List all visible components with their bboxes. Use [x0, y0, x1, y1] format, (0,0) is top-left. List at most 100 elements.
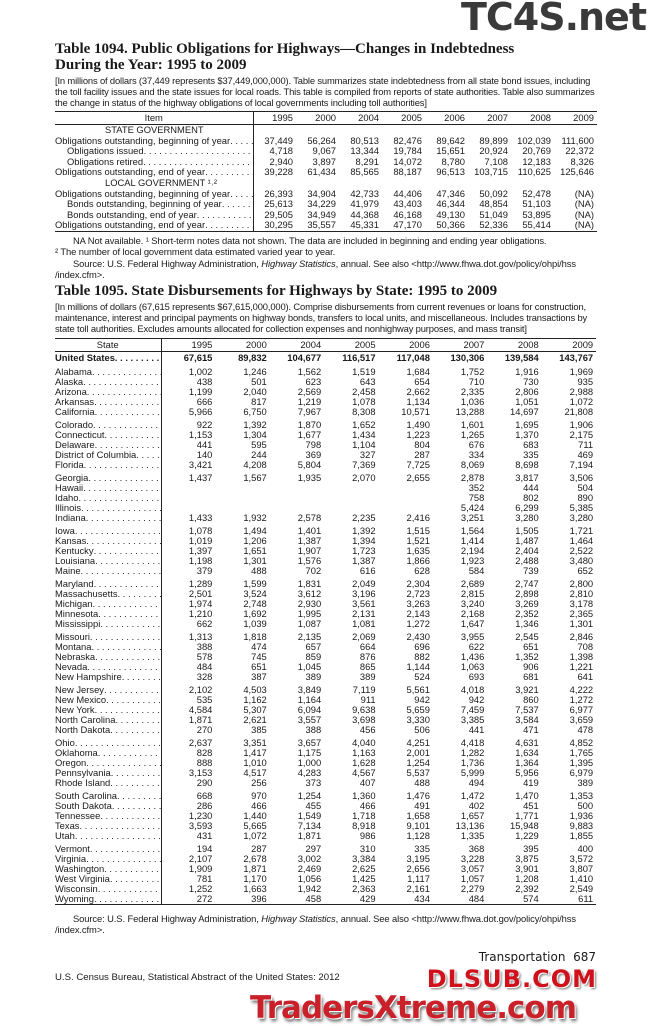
value-cell: 1,289	[188, 578, 213, 590]
column-header: 1995	[161, 338, 216, 353]
value-cell: 2,001	[406, 748, 430, 759]
row-label: Missouri	[55, 629, 162, 643]
row-label-text: Missouri	[55, 631, 90, 643]
source-link-text[interactable]: , annual. See also <http://www.fhwa.dot.…	[55, 257, 576, 280]
value-cell: (NA)	[574, 209, 594, 220]
table-row: North Dakota 270 385 388 456 506 441 471 478	[55, 725, 596, 736]
value-cell: 388	[305, 725, 322, 736]
dot-leader	[110, 778, 160, 788]
value-cell: 2,678	[243, 854, 267, 865]
value-cell: 654	[414, 377, 430, 388]
value-cell: 290	[196, 778, 213, 789]
table-row: Alabama 1,002 1,246 1,562 1,519 1,684 1,752 1,9…	[55, 364, 596, 378]
value-cell: 2,815	[460, 589, 485, 600]
value-cell: 368	[468, 843, 485, 855]
source-text: Source: U.S. Federal Highway Administrat…	[73, 913, 262, 925]
value-cell: 1,301	[243, 556, 267, 567]
row-label-leader: Washington	[55, 864, 160, 874]
value-cell: 1,175	[297, 748, 322, 759]
value-cell: 43,403	[393, 199, 422, 210]
value-cell: 1,684	[406, 366, 430, 378]
value-cell: 4,418	[460, 737, 485, 749]
value-cell	[270, 483, 324, 493]
value-cell: 3,153	[188, 768, 213, 779]
value-cell: 8,698	[515, 460, 539, 471]
source-link-text[interactable]: , annual. See also <http://www.fhwa.dot.…	[55, 913, 576, 936]
table-1094-note-1: NA Not available. ¹ Short-term notes dat…	[73, 234, 547, 246]
value-cell: 1,871	[243, 864, 267, 875]
value-cell: 67,615	[183, 352, 213, 364]
row-label: Mississippi	[55, 619, 162, 630]
value-cell: 328	[196, 672, 213, 683]
dot-leader	[88, 473, 160, 483]
value-cell: 922	[196, 419, 213, 431]
value-cell: 1,057	[460, 874, 485, 885]
value-cell: 494	[468, 778, 485, 789]
value-cell: 334	[468, 450, 485, 461]
row-label: Utah	[55, 831, 162, 842]
value-cell: 3,330	[406, 715, 430, 726]
table-row: Alaska 438 501 623 643 654 710 730 935	[55, 377, 596, 388]
value-cell: 1,072	[243, 831, 267, 842]
value-cell: 2,363	[352, 884, 376, 895]
value-cell: 49,130	[436, 209, 465, 220]
value-cell: 1,818	[243, 631, 267, 643]
value-cell: 7,537	[515, 705, 539, 716]
value-cell: 781	[196, 874, 213, 885]
table-row: Obligations outstanding, end of year 39,2…	[55, 167, 597, 178]
value-cell: 1,969	[569, 366, 594, 378]
row-label: North Dakota	[55, 725, 162, 736]
column-header: 2005	[324, 338, 379, 353]
value-cell	[161, 503, 215, 513]
value-cell: 1,521	[406, 536, 430, 547]
value-cell	[215, 483, 269, 493]
value-cell: 2,235	[352, 513, 376, 524]
table-1094-note-2: ² The number of local government data es…	[55, 246, 336, 258]
value-cell: 3,506	[569, 472, 594, 484]
value-cell: 22,372	[565, 146, 594, 157]
value-cell: 3,572	[569, 854, 594, 865]
value-cell: 1,397	[188, 546, 213, 557]
dot-leader	[87, 387, 160, 397]
value-cell: 1,039	[243, 619, 267, 630]
row-label: West Virginia	[55, 874, 162, 885]
value-cell	[324, 483, 378, 493]
value-cell: 5,424	[460, 503, 485, 514]
value-cell: 504	[577, 483, 594, 494]
row-label-text: Hawaii	[55, 483, 84, 494]
dot-leader	[86, 854, 160, 864]
value-cell: 4,503	[243, 684, 267, 696]
value-cell: 970	[251, 790, 267, 802]
row-label: Ohio	[55, 735, 162, 749]
empty-cell	[296, 178, 339, 189]
row-label: New Mexico	[55, 695, 162, 706]
dot-leader	[111, 768, 160, 778]
empty-cell	[554, 125, 597, 136]
value-cell: 13,344	[350, 146, 379, 157]
value-cell: 1,087	[297, 619, 322, 630]
row-label: Maine	[55, 566, 162, 577]
row-label-text: New York	[55, 705, 95, 716]
value-cell: 53,895	[522, 209, 551, 220]
value-cell: 501	[251, 377, 267, 388]
row-label-leader: North Carolina	[55, 715, 160, 725]
table-row: Indiana 1,433 1,932 2,578 2,235 2,416 3,251 3,2…	[55, 513, 596, 524]
row-label-leader: Kentucky	[55, 546, 160, 556]
value-cell: 335	[523, 450, 539, 461]
row-label: South Dakota	[55, 801, 162, 812]
value-cell: 4,584	[188, 705, 213, 716]
value-cell: 21,808	[564, 407, 594, 418]
value-cell: 730	[523, 377, 539, 388]
value-cell: 2,175	[569, 430, 594, 441]
table-row: Michigan 1,974 2,748 2,930 3,561 3,263 3,240 3,…	[55, 599, 596, 610]
value-cell: 739	[523, 566, 539, 577]
value-cell: 4,208	[243, 460, 267, 471]
value-cell: 1,117	[407, 874, 430, 885]
section-heading: STATE GOVERNMENT	[55, 124, 254, 136]
value-cell: 2,501	[188, 589, 213, 600]
value-cell: 9,883	[569, 821, 594, 832]
value-cell: 466	[359, 801, 376, 812]
value-cell: 1,601	[460, 419, 485, 431]
value-cell: 139,584	[504, 352, 539, 364]
value-cell: 2,578	[297, 513, 322, 524]
